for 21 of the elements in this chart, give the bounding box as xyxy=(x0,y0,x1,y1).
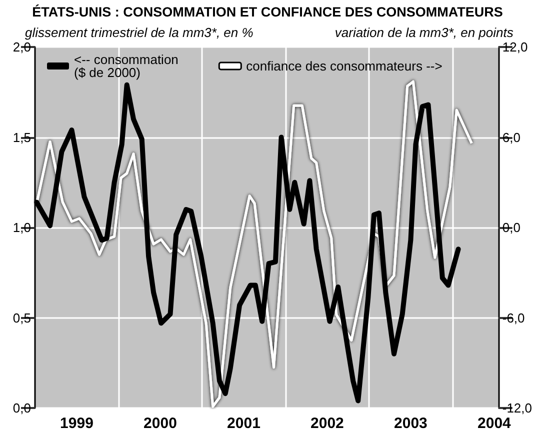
x-tick-label: 2003 xyxy=(394,415,428,432)
y-tick-label: 1,5 xyxy=(12,130,31,145)
y2-tick-label: 6,0 xyxy=(502,130,520,145)
chart-title: ÉTATS-UNIS : CONSOMMATION ET CONFIANCE DES CONSOMMATEURS xyxy=(32,4,503,20)
legend-label: confiance des consommateurs --> xyxy=(246,58,442,74)
x-tick-label: 2004 xyxy=(478,415,512,432)
y-tick-label: 1,0 xyxy=(12,220,31,235)
y-tick-label: 2,0 xyxy=(12,40,31,54)
legend-label: <-- consommation ($ de 2000) xyxy=(74,52,178,80)
y-tick-label: 0,5 xyxy=(12,310,31,326)
y2-tick-label: -6,0 xyxy=(502,310,525,326)
y2-tick-label: 12,0 xyxy=(502,40,528,54)
x-tick-label: 2000 xyxy=(144,415,177,432)
y-tick-label: 0,0 xyxy=(12,400,31,416)
y2-axis-title: variation de la mm3*, en points xyxy=(334,25,514,40)
y2-tick-label: 0,0 xyxy=(502,220,520,235)
x-tick-label: 1999 xyxy=(60,415,94,432)
y2-tick-label: -12,0 xyxy=(502,400,532,416)
x-tick-label: 2001 xyxy=(227,415,260,432)
x-tick-label: 2002 xyxy=(310,415,344,432)
y-axis-title: glissement trimestriel de la mm3*, en % xyxy=(25,25,254,40)
